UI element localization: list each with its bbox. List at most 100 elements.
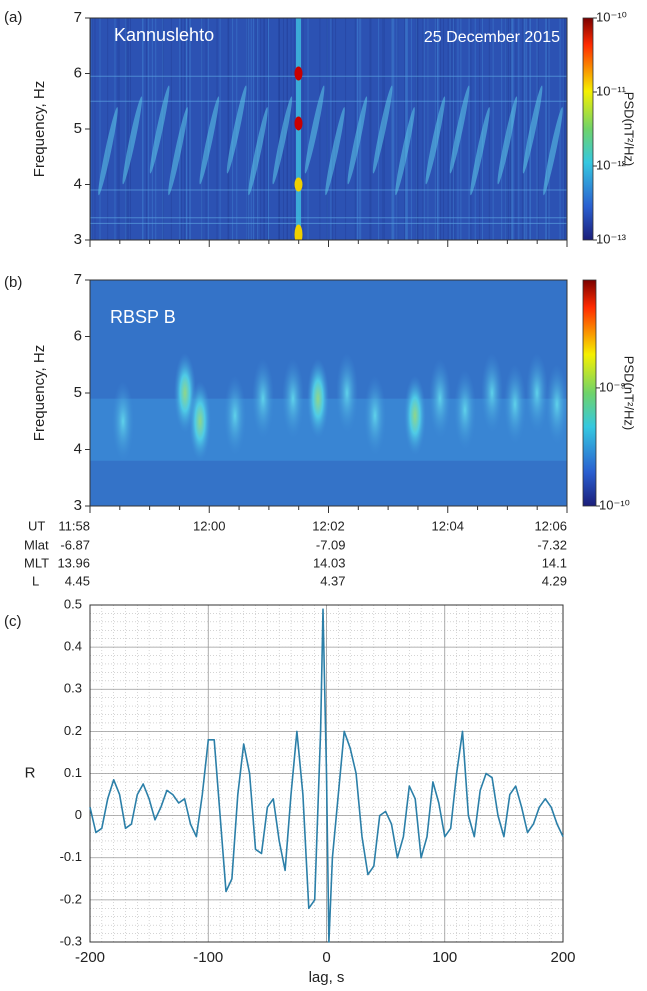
correlation-line bbox=[89, 608, 564, 943]
ephemeris-value: 14.03 bbox=[313, 555, 346, 570]
ephemeris-value: 4.45 bbox=[65, 573, 90, 588]
spectrogram-feature bbox=[304, 85, 325, 174]
y-tick-label: 3 bbox=[74, 497, 82, 514]
spectrogram-feature bbox=[98, 107, 118, 196]
y-tick-label: 0.4 bbox=[64, 639, 82, 654]
ephemeris-value: -7.09 bbox=[316, 537, 346, 552]
ephemeris-value: -7.32 bbox=[537, 537, 567, 552]
colorbar-tick-label: 10⁻¹⁰ bbox=[596, 9, 627, 24]
spectrogram-feature bbox=[481, 353, 503, 433]
spectrogram-feature bbox=[522, 85, 543, 174]
x-tick-label: -100 bbox=[193, 949, 223, 966]
spectrogram bbox=[90, 18, 567, 240]
x-tick-label: 12:02 bbox=[312, 518, 345, 533]
panel-label: (b) bbox=[4, 274, 22, 291]
y-tick-label: 0.1 bbox=[64, 765, 82, 780]
panel-label: (c) bbox=[4, 613, 22, 630]
spectrogram-feature bbox=[336, 353, 358, 433]
row-label: Mlat bbox=[24, 537, 49, 552]
spectrogram-feature bbox=[372, 85, 393, 174]
plot-frame bbox=[89, 604, 564, 943]
spectrogram-feature bbox=[294, 177, 303, 192]
y-tick-label: 0 bbox=[75, 807, 82, 822]
spectrogram-background bbox=[90, 18, 567, 240]
y-axis-label: R bbox=[25, 764, 36, 781]
spectrogram-feature bbox=[470, 107, 490, 196]
spectrogram-feature bbox=[294, 116, 303, 131]
spectrogram-feature bbox=[449, 85, 470, 174]
y-tick-label: 5 bbox=[74, 384, 82, 401]
colorbar-label: PSD(nT²/Hz) bbox=[622, 356, 637, 430]
y-tick-label: -0.2 bbox=[60, 891, 82, 906]
x-tick-label: 12:04 bbox=[431, 518, 464, 533]
spectrogram-feature bbox=[122, 96, 143, 185]
row-label: MLT bbox=[24, 555, 49, 570]
y-tick-label: -0.1 bbox=[60, 849, 82, 864]
y-tick-label: 7 bbox=[74, 271, 82, 288]
ephemeris-value: 4.37 bbox=[320, 573, 345, 588]
spectrogram-feature bbox=[364, 375, 386, 456]
spectrogram-feature bbox=[347, 96, 368, 185]
x-tick-label: 200 bbox=[550, 949, 575, 966]
spectrogram-feature bbox=[425, 96, 446, 185]
colorbar-tick-label: 10⁻¹³ bbox=[596, 231, 627, 246]
x-tick-label: 12:00 bbox=[193, 518, 226, 533]
colorbar-tick-label: 10⁻⁹ bbox=[599, 379, 626, 394]
y-tick-label: 4 bbox=[74, 440, 82, 457]
spectrogram-feature bbox=[224, 375, 246, 456]
y-tick-label: 7 bbox=[74, 9, 82, 26]
colorbar-label: PSD(nT²/Hz) bbox=[622, 92, 637, 166]
spectrogram-feature bbox=[429, 358, 451, 439]
ephemeris-value: -6.87 bbox=[60, 537, 90, 552]
colorbar bbox=[582, 17, 594, 241]
ephemeris-value: 4.29 bbox=[542, 573, 567, 588]
x-tick-label: 12:06 bbox=[534, 518, 567, 533]
spectrogram-feature bbox=[282, 358, 304, 439]
x-tick-label: -200 bbox=[75, 949, 105, 966]
y-tick-label: 5 bbox=[74, 120, 82, 137]
spectrogram-feature bbox=[526, 353, 548, 433]
y-tick-label: 6 bbox=[74, 327, 82, 344]
y-axis-label: Frequency, Hz bbox=[31, 81, 48, 177]
colorbar bbox=[582, 279, 597, 507]
row-label: L bbox=[32, 573, 39, 588]
spectrogram-feature bbox=[546, 364, 567, 445]
x-tick-label: 11:58 bbox=[58, 518, 90, 533]
spectrogram-feature bbox=[226, 85, 247, 174]
row-label: UT bbox=[28, 518, 45, 533]
spectrogram-feature bbox=[248, 107, 268, 196]
spectrogram-feature bbox=[189, 381, 211, 462]
ephemeris-value: 14.1 bbox=[542, 555, 567, 570]
colorbar-tick-label: 10⁻¹² bbox=[596, 157, 627, 172]
spectrogram-feature bbox=[252, 358, 274, 439]
spectrogram-feature bbox=[149, 85, 170, 174]
x-tick-label: 100 bbox=[432, 949, 457, 966]
spectrogram-feature bbox=[112, 381, 134, 462]
spectrogram-feature bbox=[168, 107, 188, 196]
colorbar-tick-label: 10⁻¹¹ bbox=[596, 83, 627, 98]
x-tick-label: 0 bbox=[322, 949, 330, 966]
y-tick-label: 0.2 bbox=[64, 723, 82, 738]
spectrogram-feature bbox=[497, 96, 518, 185]
y-axis-label: Frequency, Hz bbox=[31, 345, 48, 441]
x-axis-label: lag, s bbox=[309, 969, 345, 986]
spectrogram bbox=[90, 280, 567, 506]
station-name: Kannuslehto bbox=[114, 25, 214, 45]
spectrogram-feature bbox=[307, 358, 329, 439]
spectrogram-feature bbox=[294, 66, 303, 81]
spectrogram-feature bbox=[199, 96, 220, 185]
date-label: 25 December 2015 bbox=[424, 29, 560, 46]
panel-label: (a) bbox=[4, 9, 22, 26]
spectrogram-feature bbox=[294, 224, 303, 240]
y-tick-label: 0.5 bbox=[64, 596, 82, 611]
y-tick-label: -0.3 bbox=[60, 933, 82, 948]
spectrogram-feature bbox=[395, 107, 415, 196]
spectrogram-feature bbox=[272, 96, 293, 185]
spectrogram-feature bbox=[454, 369, 476, 450]
spectrogram-feature bbox=[325, 107, 345, 196]
spectrogram-feature bbox=[504, 364, 526, 445]
spectrogram-feature bbox=[543, 107, 563, 196]
spectrogram-feature bbox=[404, 375, 426, 456]
y-tick-label: 6 bbox=[74, 64, 82, 81]
